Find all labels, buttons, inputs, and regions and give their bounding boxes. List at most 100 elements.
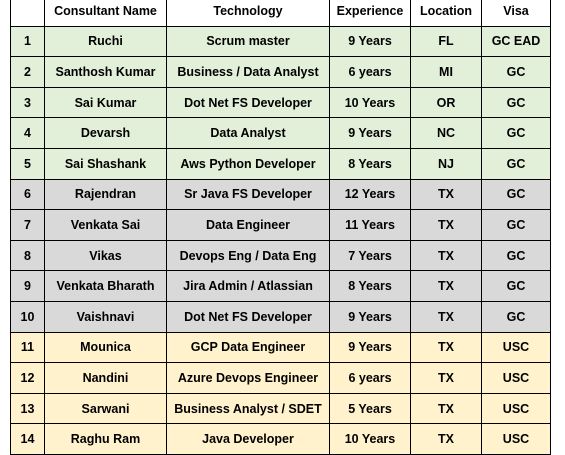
row-number-cell: 1 — [10, 25, 45, 58]
table-row: 10 Vaishnavi Dot Net FS Developer 9 Years TX… — [10, 300, 551, 333]
visa-cell: GC — [481, 147, 551, 180]
location-cell: TX — [410, 331, 482, 364]
row-number-cell: 12 — [10, 362, 45, 394]
technology-cell: Jira Admin / Atlassian — [166, 270, 330, 302]
consultant-name-cell: Santhosh Kumar — [44, 56, 167, 88]
visa-cell: USC — [481, 331, 551, 364]
row-number-cell: 3 — [10, 86, 45, 119]
visa-cell: GC EAD — [481, 25, 551, 58]
consultant-name-cell: Venkata Bharath — [44, 270, 167, 302]
table-row: 4 Devarsh Data Analyst 9 Years NC GC — [10, 117, 551, 149]
technology-cell: Sr Java FS Developer — [166, 178, 330, 211]
location-cell: FL — [410, 25, 482, 58]
header-location: Location — [410, 0, 482, 27]
consultant-name-cell: Rajendran — [44, 178, 167, 211]
row-number-cell: 13 — [10, 392, 45, 425]
header-consultant-name: Consultant Name — [44, 0, 167, 27]
experience-cell: 9 Years — [329, 117, 411, 149]
technology-cell: Aws Python Developer — [166, 147, 330, 180]
visa-cell: GC — [481, 56, 551, 88]
consultant-name-cell: Devarsh — [44, 117, 167, 149]
experience-cell: 9 Years — [329, 331, 411, 364]
table-row: 5 Sai Shashank Aws Python Developer 8 Years… — [10, 147, 551, 180]
experience-cell: 8 Years — [329, 147, 411, 180]
table-row: 3 Sai Kumar Dot Net FS Developer 10 Years OR… — [10, 86, 551, 119]
technology-cell: Azure Devops Engineer — [166, 362, 330, 394]
location-cell: MI — [410, 56, 482, 88]
location-cell: TX — [410, 209, 482, 241]
experience-cell: 11 Years — [329, 209, 411, 241]
technology-cell: Business Analyst / SDET — [166, 392, 330, 425]
row-number-cell: 6 — [10, 178, 45, 211]
visa-cell: GC — [481, 209, 551, 241]
technology-cell: Dot Net FS Developer — [166, 300, 330, 333]
experience-cell: 7 Years — [329, 239, 411, 272]
experience-cell: 8 Years — [329, 270, 411, 302]
row-number-cell: 2 — [10, 56, 45, 88]
header-technology: Technology — [166, 0, 330, 27]
visa-cell: USC — [481, 362, 551, 394]
table-body: 1 Ruchi Scrum master 9 Years FL GC EAD 2 Santho… — [10, 25, 551, 455]
experience-cell: 9 Years — [329, 25, 411, 58]
experience-cell: 10 Years — [329, 86, 411, 119]
visa-cell: GC — [481, 178, 551, 211]
consultant-name-cell: Sarwani — [44, 392, 167, 425]
technology-cell: Devops Eng / Data Eng — [166, 239, 330, 272]
row-number-cell: 8 — [10, 239, 45, 272]
location-cell: OR — [410, 86, 482, 119]
table-row: 11 Mounica GCP Data Engineer 9 Years TX USC — [10, 331, 551, 364]
table-row: 13 Sarwani Business Analyst / SDET 5 Years T… — [10, 392, 551, 425]
visa-cell: GC — [481, 300, 551, 333]
visa-cell: USC — [481, 392, 551, 425]
consultant-name-cell: Vaishnavi — [44, 300, 167, 333]
consultant-name-cell: Nandini — [44, 362, 167, 394]
consultant-name-cell: Mounica — [44, 331, 167, 364]
table-row: 9 Venkata Bharath Jira Admin / Atlassian 8 … — [10, 270, 551, 302]
consultant-name-cell: Sai Kumar — [44, 86, 167, 119]
location-cell: TX — [410, 300, 482, 333]
experience-cell: 12 Years — [329, 178, 411, 211]
technology-cell: Scrum master — [166, 25, 330, 58]
experience-cell: 9 Years — [329, 300, 411, 333]
visa-cell: GC — [481, 239, 551, 272]
table-row: 8 Vikas Devops Eng / Data Eng 7 Years TX GC — [10, 239, 551, 272]
visa-cell: GC — [481, 270, 551, 302]
experience-cell: 5 Years — [329, 392, 411, 425]
technology-cell: Data Engineer — [166, 209, 330, 241]
experience-cell: 6 years — [329, 362, 411, 394]
technology-cell: Data Analyst — [166, 117, 330, 149]
consultant-name-cell: Sai Shashank — [44, 147, 167, 180]
location-cell: TX — [410, 392, 482, 425]
consultant-name-cell: Ruchi — [44, 25, 167, 58]
table-row: 12 Nandini Azure Devops Engineer 6 years TX U… — [10, 362, 551, 394]
technology-cell: Dot Net FS Developer — [166, 86, 330, 119]
technology-cell: Business / Data Analyst — [166, 56, 330, 88]
experience-cell: 6 years — [329, 56, 411, 88]
row-number-cell: 7 — [10, 209, 45, 241]
table-row: 6 Rajendran Sr Java FS Developer 12 Years TX… — [10, 178, 551, 211]
consultant-name-cell: Vikas — [44, 239, 167, 272]
visa-cell: GC — [481, 86, 551, 119]
visa-cell: GC — [481, 117, 551, 149]
consultant-table: Consultant Name Technology Experience Lo… — [10, 0, 551, 455]
row-number-cell: 9 — [10, 270, 45, 302]
technology-cell: GCP Data Engineer — [166, 331, 330, 364]
table-row: 2 Santhosh Kumar Business / Data Analyst 6 … — [10, 56, 551, 88]
location-cell: NC — [410, 117, 482, 149]
row-number-cell: 5 — [10, 147, 45, 180]
location-cell: TX — [410, 362, 482, 394]
header-row: Consultant Name Technology Experience Lo… — [10, 0, 551, 27]
row-number-cell: 4 — [10, 117, 45, 149]
location-cell: NJ — [410, 147, 482, 180]
location-cell: TX — [410, 239, 482, 272]
header-number — [10, 0, 45, 27]
location-cell: TX — [410, 178, 482, 211]
row-number-cell: 11 — [10, 331, 45, 364]
header-visa: Visa — [481, 0, 551, 27]
consultant-name-cell: Venkata Sai — [44, 209, 167, 241]
location-cell: TX — [410, 270, 482, 302]
header-experience: Experience — [329, 0, 411, 27]
row-number-cell: 10 — [10, 300, 45, 333]
table-row: 1 Ruchi Scrum master 9 Years FL GC EAD — [10, 25, 551, 58]
table-row: 7 Venkata Sai Data Engineer 11 Years TX GC — [10, 209, 551, 241]
